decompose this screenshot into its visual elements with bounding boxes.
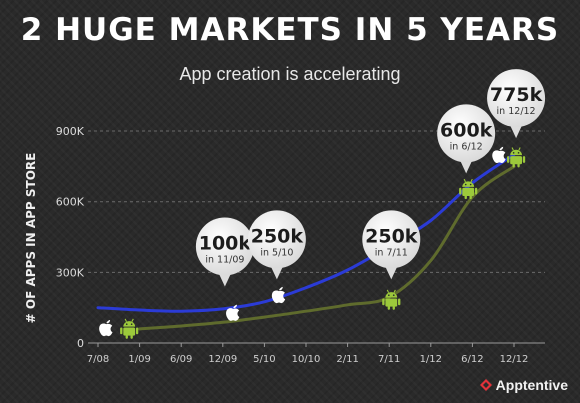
x-tick-label: 1/09 [128, 354, 150, 365]
x-axis: 7/08 1/09 6/09 12/09 5/10 10/10 2/11 7/11 1/12 6/… [87, 343, 529, 365]
subtitle: App creation is accelerating [179, 64, 401, 84]
apple-icon [492, 146, 506, 164]
callout-value: 250k [251, 225, 304, 247]
apptentive-logo-icon [479, 379, 492, 391]
brand: Apptentive [479, 377, 568, 393]
brand-name: Apptentive [495, 377, 568, 393]
x-tick-label: 7/08 [87, 354, 109, 365]
y-axis: 0 300K 600K 900K [56, 125, 85, 350]
android-series-line [138, 164, 516, 331]
callout-date: in 5/10 [260, 247, 293, 258]
series-lines [96, 153, 516, 331]
x-tick-label: 6/12 [461, 354, 483, 365]
android-icon [119, 318, 139, 340]
x-tick-label: 5/10 [253, 354, 275, 365]
y-tick-label: 600K [56, 196, 85, 209]
y-tick-label: 300K [56, 266, 85, 279]
callout-date: in 11/09 [205, 254, 244, 265]
callout-circle [437, 104, 496, 163]
x-tick-label: 12/12 [500, 354, 529, 365]
x-tick-label: 10/10 [292, 354, 321, 365]
callout-circle [247, 210, 306, 269]
x-tick-label: 1/12 [420, 354, 442, 365]
callout-circle [487, 69, 546, 128]
x-tick-label: 6/09 [170, 354, 192, 365]
callout-date: in 7/11 [375, 247, 408, 258]
y-tick-label: 0 [77, 337, 84, 350]
callout-date: in 12/12 [497, 106, 536, 117]
callout-value: 775k [490, 84, 543, 106]
callout-value: 250k [365, 225, 418, 247]
x-tick-label: 12/09 [208, 354, 237, 365]
apple-series-line [96, 153, 516, 313]
callout-value: 600k [440, 119, 493, 141]
x-tick-label: 2/11 [336, 354, 358, 365]
x-tick-label: 7/11 [378, 354, 400, 365]
apple-icon [99, 319, 113, 337]
callout-circle [362, 210, 421, 269]
y-tick-label: 900K [56, 125, 85, 138]
apple-icon [271, 286, 286, 304]
callout-date: in 6/12 [450, 141, 483, 152]
title: 2 HUGE MARKETS IN 5 YEARS [20, 12, 560, 48]
callout-circle [195, 217, 254, 276]
callout-value: 100k [199, 232, 252, 254]
